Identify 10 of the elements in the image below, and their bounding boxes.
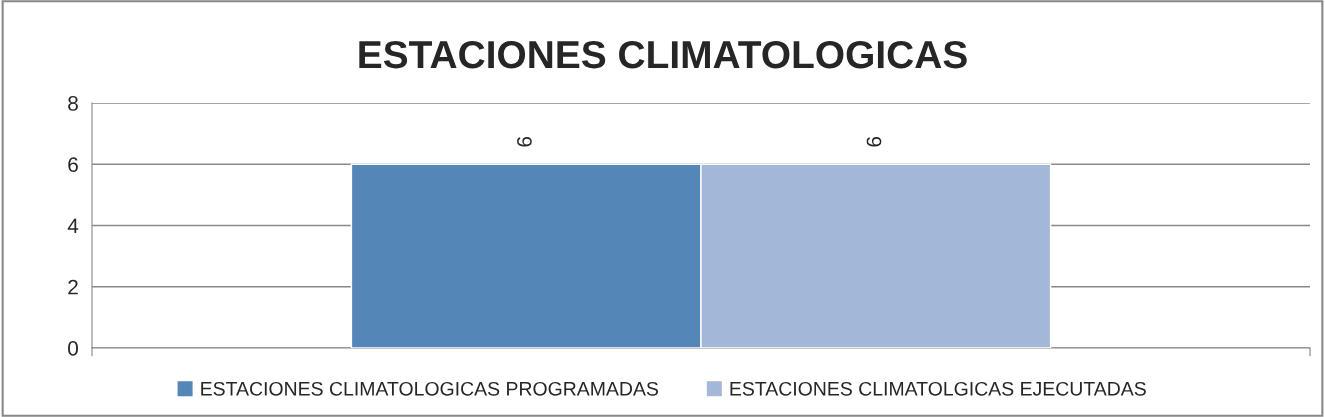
legend-label: ESTACIONES CLIMATOLGICAS EJECUTADAS — [730, 381, 1146, 396]
y-tick-label: 8 — [68, 96, 78, 111]
y-tick-label: 4 — [67, 218, 79, 234]
data-label: 6 — [517, 136, 532, 147]
data-label: 6 — [866, 136, 882, 147]
y-tick-label: 2 — [68, 279, 78, 295]
chart-title: ESTACIONES CLIMATOLOGICAS — [359, 40, 967, 69]
y-tick-label: 0 — [68, 341, 78, 356]
legend-label: ESTACIONES CLIMATOLOGICAS PROGRAMADAS — [201, 381, 658, 396]
y-tick-label: 6 — [68, 157, 78, 172]
